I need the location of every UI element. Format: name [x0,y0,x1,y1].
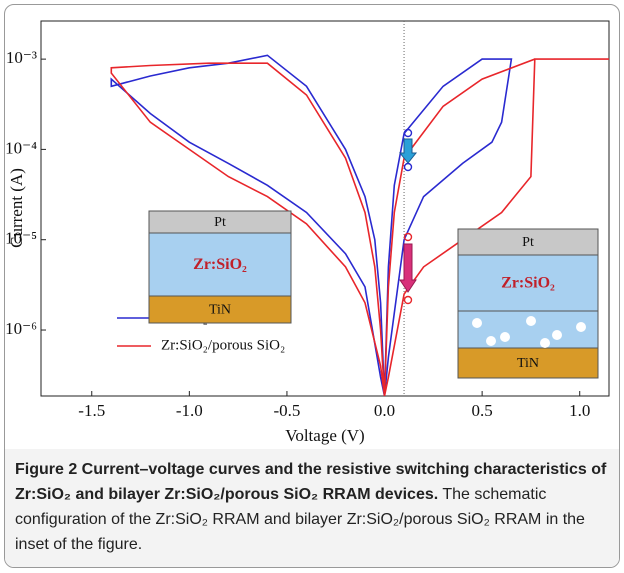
pore [486,336,496,346]
switch-marker [403,162,413,172]
y-tick-label: 10⁻⁶ [5,319,37,338]
inset-layer [148,295,292,324]
inset-layer [457,254,599,312]
x-tick-label: 0.5 [472,401,493,420]
x-tick-label: 0.0 [374,401,395,420]
y-tick-label: 10⁻⁵ [5,229,37,248]
x-tick-label: -1.0 [176,401,203,420]
caption-text: The schematic configuration of the Zr:Si… [15,486,585,553]
chart: Current (A) Voltage (V) -1.5 -1.0 -0.5 0.0 0… [5,20,610,445]
x-tick-label: 1.0 [569,401,590,420]
pore [540,338,550,348]
pore [526,316,536,326]
series-line [110,54,513,396]
inset-label: TiN [209,303,231,318]
inset-label: TiN [517,356,539,371]
pore [576,322,586,332]
inset-label: Zr:SiO₂ [501,275,555,292]
x-axis-label: Voltage (V) [285,426,364,445]
caption-title: Figure 2 Current–voltage curves and the … [15,461,607,503]
y-tick-label: 10⁻⁴ [5,138,37,157]
inset-layer [148,232,292,297]
inset-label: Zr:SiO₂ [193,256,247,273]
inset-label: Pt [214,215,226,230]
switch-marker [403,128,413,138]
x-tick-label: -0.5 [273,401,300,420]
legend-label: Zr:SiO₂/porous SiO₂ [161,337,285,353]
inset-label: Pt [522,235,534,250]
arrow [398,138,418,164]
inset-layer [457,347,599,379]
arrow [399,243,417,293]
plot-area [110,54,609,396]
plot-frame [40,20,610,397]
x-tick-label: -1.5 [78,401,105,420]
figure: Current (A) Voltage (V) -1.5 -1.0 -0.5 0.0 0… [4,4,620,568]
y-tick-label: 10⁻³ [6,48,37,67]
switch-marker [403,295,413,305]
pore [552,330,562,340]
inset-layer [457,228,599,256]
switch-marker [403,232,413,242]
y-axis-label: Current (A) [7,168,26,248]
caption: Figure 2 Current–voltage curves and the … [5,449,619,567]
pore [500,332,510,342]
series-line [110,58,609,396]
pore [472,318,482,328]
